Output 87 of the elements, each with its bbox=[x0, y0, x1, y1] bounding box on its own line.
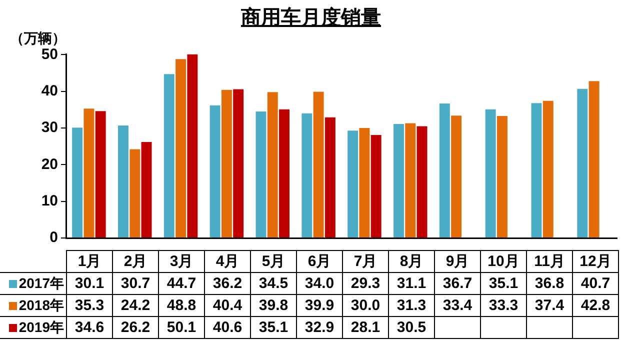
data-label: 26.2 bbox=[112, 316, 158, 338]
bar bbox=[176, 59, 186, 238]
bar bbox=[416, 126, 428, 238]
bar bbox=[370, 135, 382, 238]
bar bbox=[130, 149, 140, 238]
data-label: 30.0 bbox=[342, 294, 388, 316]
data-label: 30.5 bbox=[388, 316, 434, 338]
bar bbox=[542, 100, 554, 238]
data-label: 32.9 bbox=[296, 316, 342, 338]
bar bbox=[313, 92, 324, 238]
data-label: 35.1 bbox=[250, 316, 296, 338]
bar bbox=[394, 124, 404, 238]
legend-label: 2017年 bbox=[18, 274, 64, 290]
legend-label: 2019年 bbox=[18, 318, 64, 334]
bar bbox=[233, 89, 244, 238]
x-tick-label: 8月 bbox=[388, 250, 434, 272]
x-tick-label: 9月 bbox=[434, 250, 480, 272]
bar bbox=[302, 113, 312, 238]
data-label: 36.8 bbox=[526, 272, 572, 294]
y-tick-label: 0 bbox=[50, 229, 58, 246]
data-label: 50.1 bbox=[158, 316, 204, 338]
x-tick-label: 12月 bbox=[572, 250, 618, 272]
bar bbox=[141, 142, 152, 238]
x-tick-label: 11月 bbox=[526, 250, 572, 272]
data-label: 40.6 bbox=[204, 316, 250, 338]
data-label: 40.7 bbox=[572, 272, 618, 294]
data-label: 33.3 bbox=[480, 294, 526, 316]
data-label: 42.8 bbox=[572, 294, 618, 316]
data-label: 34.6 bbox=[66, 316, 112, 338]
data-label: 30.7 bbox=[112, 272, 158, 294]
data-label: 29.3 bbox=[342, 272, 388, 294]
x-tick-label: 10月 bbox=[480, 250, 526, 272]
y-tick-label: 10 bbox=[41, 192, 58, 210]
bar bbox=[588, 81, 600, 238]
data-label: 35.3 bbox=[66, 294, 112, 316]
y-axis-title: （万辆） bbox=[10, 30, 66, 48]
y-tick-label: 30 bbox=[41, 119, 58, 136]
legend-label: 2018年 bbox=[18, 296, 64, 312]
bar bbox=[84, 108, 94, 238]
bar bbox=[577, 88, 588, 238]
data-label: 48.8 bbox=[158, 294, 204, 316]
data-label: 34.0 bbox=[296, 272, 342, 294]
data-label: 37.4 bbox=[526, 294, 572, 316]
x-tick-label: 1月 bbox=[66, 250, 112, 272]
bar bbox=[256, 112, 266, 238]
data-label: 36.7 bbox=[434, 272, 480, 294]
data-label: 39.9 bbox=[296, 294, 342, 316]
data-label: 34.5 bbox=[250, 272, 296, 294]
y-tick-label: 50 bbox=[41, 46, 58, 63]
data-label: 44.7 bbox=[158, 272, 204, 294]
x-tick-label: 3月 bbox=[158, 250, 204, 272]
data-label: 24.2 bbox=[112, 294, 158, 316]
bar bbox=[118, 125, 128, 238]
x-tick-label: 5月 bbox=[250, 250, 296, 272]
bar bbox=[359, 128, 370, 238]
data-label: 36.2 bbox=[204, 272, 250, 294]
data-label: 28.1 bbox=[342, 316, 388, 338]
data-label: 30.1 bbox=[66, 272, 112, 294]
data-label: 35.1 bbox=[480, 272, 526, 294]
data-label: 40.4 bbox=[204, 294, 250, 316]
y-tick-label: 20 bbox=[41, 156, 58, 173]
x-tick-label: 2月 bbox=[112, 250, 158, 272]
data-label: 31.3 bbox=[388, 294, 434, 316]
bar bbox=[439, 103, 450, 238]
bar bbox=[348, 130, 358, 238]
bar bbox=[210, 105, 220, 238]
x-tick-label: 6月 bbox=[296, 250, 342, 272]
data-label: 39.8 bbox=[250, 294, 296, 316]
bar bbox=[451, 116, 462, 238]
bar bbox=[485, 109, 496, 238]
data-label: 33.4 bbox=[434, 294, 480, 316]
bar bbox=[95, 111, 106, 238]
bar bbox=[324, 117, 336, 238]
bar bbox=[279, 109, 290, 238]
y-tick-label: 40 bbox=[41, 82, 58, 100]
x-tick-label: 7月 bbox=[342, 250, 388, 272]
bar bbox=[72, 128, 83, 238]
x-tick-label: 4月 bbox=[204, 250, 250, 272]
bar bbox=[496, 116, 508, 238]
bar bbox=[405, 123, 416, 238]
bar bbox=[187, 54, 198, 238]
data-label: 31.1 bbox=[388, 272, 434, 294]
bar bbox=[164, 74, 174, 238]
bar bbox=[221, 90, 232, 238]
chart-title: 商用车月度销量 bbox=[240, 4, 382, 31]
bar bbox=[531, 103, 542, 238]
bar bbox=[267, 92, 278, 238]
